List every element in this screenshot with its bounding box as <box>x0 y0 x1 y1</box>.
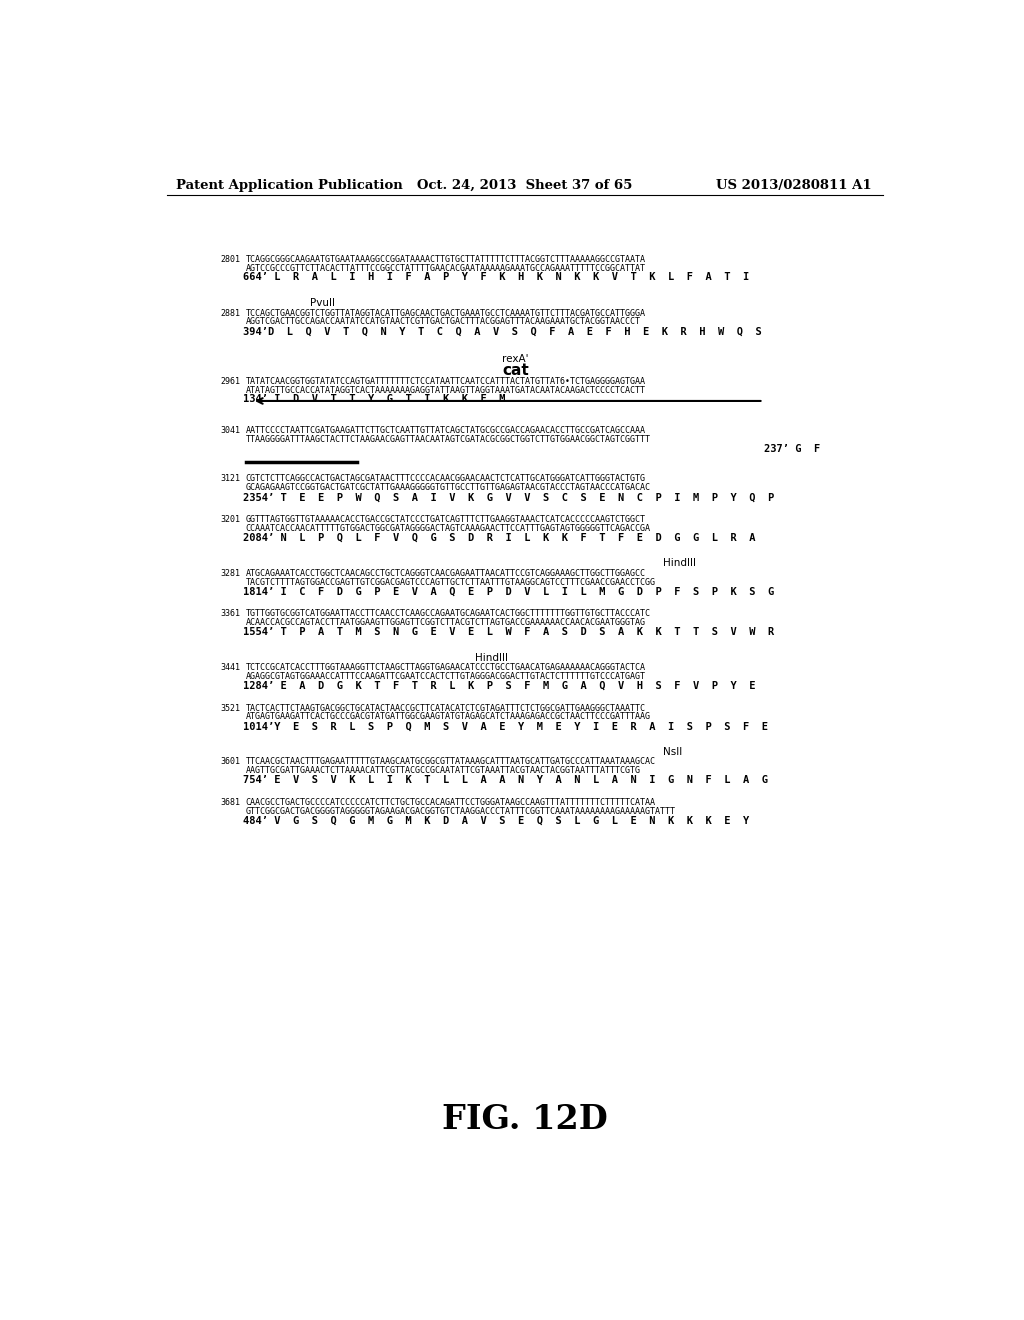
Text: 1014’Y  E  S  R  L  S  P  Q  M  S  V  A  E  Y  M  E  Y  I  E  R  A  I  S  P  S  : 1014’Y E S R L S P Q M S V A E Y M E Y I… <box>243 721 768 731</box>
Text: NsII: NsII <box>663 747 682 758</box>
Text: 3601: 3601 <box>220 758 241 767</box>
Text: ATATAGTTGCCACCATATAGGTCACTAAAAAAAGAGGTATTAAGTTAGGTAAATGATACAATACAAGACTCCCCTCACTT: ATATAGTTGCCACCATATAGGTCACTAAAAAAAGAGGTAT… <box>246 385 646 395</box>
Text: ATGAGTGAAGATTCACTGCCCGACGTATGATTGGCGAAGTATGTAGAGCATCTAAAGAGACCGCTAACTTCCCGATTTAA: ATGAGTGAAGATTCACTGCCCGACGTATGATTGGCGAAGT… <box>246 713 651 722</box>
Text: AGGTCGACTTGCCAGACCAATATCCATGTAACTCGTTGACTGACTTTACGGAGTTTACAAGAAATGCTACGGTAACCCT: AGGTCGACTTGCCAGACCAATATCCATGTAACTCGTTGAC… <box>246 317 641 326</box>
Text: 754’ E  V  S  V  K  L  I  K  T  L  L  A  A  N  Y  A  N  L  A  N  I  G  N  F  L  : 754’ E V S V K L I K T L L A A N Y A N L… <box>243 775 768 785</box>
Text: TCCAGCTGAACGGTCTGGTTATAGGTACATTGAGCAACTGACTGAAATGCCTCAAAATGTTCTTTACGATGCCATTGGGA: TCCAGCTGAACGGTCTGGTTATAGGTACATTGAGCAACTG… <box>246 309 646 318</box>
Text: CAACGCCTGACTGCCCCATCCCCCATCTTCTGCTGCCACAGATTCCTGGGATAAGCCAAGTTTATTTTTTTCTTTTTCAT: CAACGCCTGACTGCCCCATCCCCCATCTTCTGCTGCCACA… <box>246 797 655 807</box>
Text: 3521: 3521 <box>220 704 241 713</box>
Text: TATATCAACGGTGGTATATCCAGTGATTTTTTTCTCCATAATTCAATCCATTTACTATGTTAT6•TCTGAGGGGAGTGAA: TATATCAACGGTGGTATATCCAGTGATTTTTTTCTCCATA… <box>246 376 646 385</box>
Text: 3681: 3681 <box>220 797 241 807</box>
Text: TTCAACGCTAACTTTGAGAATTTTTGTAAGCAATGCGGCGTTATAAAGCATTTAATGCATTGATGCCCATTAAATAAAGC: TTCAACGCTAACTTTGAGAATTTTTGTAAGCAATGCGGCG… <box>246 758 655 767</box>
Text: 2801: 2801 <box>220 255 241 264</box>
Text: 2881: 2881 <box>220 309 241 318</box>
Text: 1284’ E  A  D  G  K  T  F  T  R  L  K  P  S  F  M  G  A  Q  V  H  S  F  V  P  Y : 1284’ E A D G K T F T R L K P S F M G A … <box>243 681 756 690</box>
Text: 3441: 3441 <box>220 663 241 672</box>
Text: ATGCAGAAATCACCTGGCTCAACAGCCTGCTCAGGGTCAACGAGAATTAACATTCCGTCAGGAAAGCTTGGCTTGGAGCC: ATGCAGAAATCACCTGGCTCAACAGCCTGCTCAGGGTCAA… <box>246 569 646 578</box>
Text: HindIII: HindIII <box>475 653 508 663</box>
Text: 3361: 3361 <box>220 610 241 618</box>
Text: AATTCCCCTAATTCGATGAAGATTCTTGCTCAATTGTTATCAGCTATGCGCCGACCAGAACACCTTGCCGATCAGCCAAA: AATTCCCCTAATTCGATGAAGATTCTTGCTCAATTGTTAT… <box>246 426 646 436</box>
Text: TCTCCGCATCACCTTTGGTAAAGGTTCTAAGCTTAGGTGAGAACATCCCTGCCTGAACATGAGAAAAAACAGGGTACTCA: TCTCCGCATCACCTTTGGTAAAGGTTCTAAGCTTAGGTGA… <box>246 663 646 672</box>
Text: TACTCACTTCTAAGTGACGGCTGCATACTAACCGCTTCATACATCTCGTAGATTTCTCTGGCGATTGAAGGGCTAAATTC: TACTCACTTCTAAGTGACGGCTGCATACTAACCGCTTCAT… <box>246 704 646 713</box>
Text: GGTTTAGTGGTTGTAAAAACACCTGACCGCTATCCCTGATCAGTTTCTTGAAGGTAAACTCATCACCCCCAAGTCTGGCT: GGTTTAGTGGTTGTAAAAACACCTGACCGCTATCCCTGAT… <box>246 515 646 524</box>
Text: 134’ I  D  V  T  T  Y  G  T  I  K  K  E  M: 134’ I D V T T Y G T I K K E M <box>243 395 505 404</box>
Text: TCAGGCGGGCAAGAATGTGAATAAAGGCCGGATAAAACTTGTGCTTATTTTTCTTTACGGTCTTTAAAAAGGCCGTAATA: TCAGGCGGGCAAGAATGTGAATAAAGGCCGGATAAAACTT… <box>246 255 646 264</box>
Text: AGAGGCGTAGTGGAAACCATTTCCAAGATTCGAATCCACTCTTGTAGGGACGGACTTGTACTCTTTTTTGTCCCATGAGT: AGAGGCGTAGTGGAAACCATTTCCAAGATTCGAATCCACT… <box>246 672 646 681</box>
Text: 3121: 3121 <box>220 474 241 483</box>
Text: TACGTCTTTTAGTGGACCGAGTTGTCGGACGAGTCCCAGTTGCTCTTAATTTGTAAGGCAGTCCTTTCGAACCGAACCTC: TACGTCTTTTAGTGGACCGAGTTGTCGGACGAGTCCCAGT… <box>246 578 655 586</box>
Text: AAGTTGCGATTGAAACTCTTAAAACATTCGTTACGCCGCAATATTCGTAAATTACGTAACTACGGTAATTTATTTCGTG: AAGTTGCGATTGAAACTCTTAAAACATTCGTTACGCCGCA… <box>246 767 641 775</box>
Text: TTAAGGGGATTTAAGCTACTTCTAAGAACGAGTTAACAATAGTCGATACGCGGCTGGTCTTGTGGAACGGCTAGTCGGTT: TTAAGGGGATTTAAGCTACTTCTAAGAACGAGTTAACAAT… <box>246 436 651 445</box>
Text: 1814’ I  C  F  D  G  P  E  V  A  Q  E  P  D  V  L  I  L  M  G  D  P  F  S  P  K : 1814’ I C F D G P E V A Q E P D V L I L … <box>243 586 774 597</box>
Text: 2084’ N  L  P  Q  L  F  V  Q  G  S  D  R  I  L  K  K  F  T  F  E  D  G  G  L  R : 2084’ N L P Q L F V Q G S D R I L K K F … <box>243 533 756 543</box>
Text: US 2013/0280811 A1: US 2013/0280811 A1 <box>717 178 872 191</box>
Text: 2961: 2961 <box>220 376 241 385</box>
Text: AGTCCGCCCGTTCTTACACTTATTTCCGGCCTATTTTGAACACGAATAAAAAGAAATGCCAGAAATTTTTCCGGCATTAT: AGTCCGCCCGTTCTTACACTTATTTCCGGCCTATTTTGAA… <box>246 264 646 272</box>
Text: CGTCTCTTCAGGCCACTGACTAGCGATAACTTTCCCCACAACGGAACAACTCTCATTGCATGGGATCATTGGGTACTGTG: CGTCTCTTCAGGCCACTGACTAGCGATAACTTTCCCCACA… <box>246 474 646 483</box>
Text: 3281: 3281 <box>220 569 241 578</box>
Text: Patent Application Publication: Patent Application Publication <box>176 178 402 191</box>
Text: rexA': rexA' <box>502 354 528 363</box>
Text: 237’ G  F: 237’ G F <box>764 444 820 454</box>
Text: Oct. 24, 2013  Sheet 37 of 65: Oct. 24, 2013 Sheet 37 of 65 <box>417 178 633 191</box>
Text: 484’ V  G  S  Q  G  M  G  M  K  D  A  V  S  E  Q  S  L  G  L  E  N  K  K  K  E  : 484’ V G S Q G M G M K D A V S E Q S L G… <box>243 816 749 825</box>
Text: 1554’ T  P  A  T  M  S  N  G  E  V  E  L  W  F  A  S  D  S  A  K  K  T  T  S  V : 1554’ T P A T M S N G E V E L W F A S D … <box>243 627 774 638</box>
Text: PvuII: PvuII <box>310 298 335 308</box>
Text: 2354’ T  E  E  P  W  Q  S  A  I  V  K  G  V  V  S  C  S  E  N  C  P  I  M  P  Y : 2354’ T E E P W Q S A I V K G V V S C S … <box>243 492 774 502</box>
Text: CCAAATCACCAACATTTTTGTGGACTGGCGATAGGGGACTAGTCAAAGAACTTCCATTTGAGTAGTGGGGGTTCAGACCG: CCAAATCACCAACATTTTTGTGGACTGGCGATAGGGGACT… <box>246 524 651 533</box>
Text: 394’D  L  Q  V  T  Q  N  Y  T  C  Q  A  V  S  Q  F  A  E  F  H  E  K  R  H  W  Q: 394’D L Q V T Q N Y T C Q A V S Q F A E … <box>243 326 762 337</box>
Text: ACAACCACGCCAGTACCTTAATGGAAGTTGGAGTTCGGTCTTACGTCTTAGTGACCGAAAAAACCAACACGAATGGGTAG: ACAACCACGCCAGTACCTTAATGGAAGTTGGAGTTCGGTC… <box>246 618 646 627</box>
Text: GCAGAGAAGTCCGGTGACTGATCGCTATTGAAAGGGGGTGTTGCCTTGTTGAGAGTAACGTACCCTAGTAACCCATGACA: GCAGAGAAGTCCGGTGACTGATCGCTATTGAAAGGGGGTG… <box>246 483 651 492</box>
Text: 3201: 3201 <box>220 515 241 524</box>
Text: cat: cat <box>502 363 528 379</box>
Text: GTTCGGCGACTGACGGGGTAGGGGGTAGAAGACGACGGTGTCTAAGGACCCTATTTCGGTTCAAATAAAAAAAAGAAAAA: GTTCGGCGACTGACGGGGTAGGGGGTAGAAGACGACGGTG… <box>246 807 676 816</box>
Text: HindIII: HindIII <box>663 558 695 569</box>
Text: FIG. 12D: FIG. 12D <box>442 1104 607 1135</box>
Text: 3041: 3041 <box>220 426 241 436</box>
Text: 664’ L  R  A  L  I  H  I  F  A  P  Y  F  K  H  K  N  K  K  V  T  K  L  F  A  T  : 664’ L R A L I H I F A P Y F K H K N K K… <box>243 272 749 282</box>
Text: TGTTGGTGCGGTCATGGAATTACCTTCAACCTCAAGCCAGAATGCAGAATCACTGGCTTTTTTTGGTTGTGCTTACCCAT: TGTTGGTGCGGTCATGGAATTACCTTCAACCTCAAGCCAG… <box>246 610 651 618</box>
